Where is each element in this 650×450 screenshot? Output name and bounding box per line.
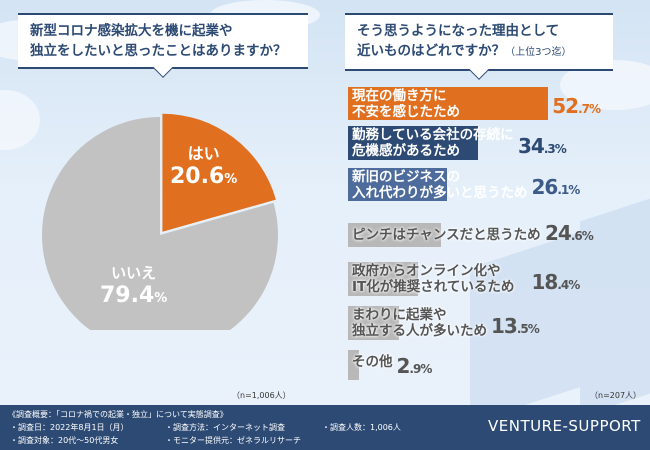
left-sample-note: （n=1,006人）	[232, 391, 291, 400]
pie-value-yes: 20.6	[170, 164, 225, 189]
bar-label-line: 新旧のビジネスの	[352, 169, 460, 185]
bar-value: 13.5%	[491, 314, 540, 338]
bar-label-line: IT化が推奨されているため	[352, 279, 515, 295]
pie-slice	[42, 117, 278, 330]
right-sample-note: （n=207人）	[590, 391, 642, 400]
bar-value: 34.3%	[518, 134, 567, 158]
footer-title: 《調査概要：「コロナ禍での起業・独立」について実態調査》	[8, 410, 228, 419]
bar-label-line: 危機感があるため	[352, 143, 460, 159]
footer-item: ・調査対象：20代～50代男女	[10, 436, 119, 445]
footer-item: ・調査人数：1,006人	[322, 423, 401, 432]
right-question-line1: そう思うようになった理由として	[357, 23, 560, 39]
bar-value: 18.4%	[531, 270, 581, 294]
bar-value: 2.9%	[396, 354, 433, 378]
bar-label-line: 勤務している会社の存続に	[352, 127, 514, 143]
bar-label: その他	[352, 354, 393, 370]
bar-label: 現在の働き方に 不安を感じたため	[352, 88, 460, 120]
bar-value: 26.1%	[531, 175, 581, 199]
pie-value-no: 79.4	[100, 283, 155, 308]
pie-unit: %	[224, 172, 238, 187]
right-question-line2: 近いものはどれですか？	[357, 43, 506, 59]
bar	[348, 223, 442, 247]
footer-item: ・モニター提供元：ゼネラルリサーチ	[165, 436, 301, 445]
bar-label: 政府からオンライン化や IT化が推奨されているため	[352, 263, 514, 295]
pie-chart	[42, 113, 278, 330]
brand-logo: VENTURE-SUPPORT	[488, 417, 641, 435]
right-question-suffix: （上位3つ迄）	[505, 47, 572, 58]
pie-slice	[162, 113, 276, 232]
footer-item: ・調査日：2022年8月1日（月）	[10, 423, 129, 432]
bar-value: 52.7%	[552, 94, 601, 118]
bar	[348, 87, 549, 120]
bar-label: まわりに起業や 独立する人が多いため	[352, 307, 487, 339]
bar-label-line: その他	[352, 354, 393, 370]
bar-label: 新旧のビジネスの 入れ代わりが多いと思うため	[352, 169, 528, 201]
left-question-box: 新型コロナ感染拡大を機に起業や 独立をしたいと思ったことはありますか？	[18, 13, 308, 78]
left-question-line2: 独立をしたいと思ったことはありますか？	[30, 43, 287, 59]
footer-item: ・調査方法：インターネット調査	[165, 423, 285, 432]
bar-label-line: 不安を感じたため	[352, 104, 460, 120]
bar	[348, 262, 418, 296]
bar	[348, 350, 360, 380]
bar	[348, 306, 400, 340]
left-question-line1: 新型コロナ感染拡大を機に起業や	[30, 23, 233, 39]
chevron-down-icon	[469, 60, 489, 80]
bar-label-line: 現在の働き方に	[352, 88, 447, 104]
bar-label-line: まわりに起業や	[352, 307, 447, 323]
footer: 《調査概要：「コロナ禍での起業・独立」について実態調査》 ・調査日：2022年8…	[0, 405, 650, 450]
pie-label-yes-text: はい	[187, 144, 220, 163]
right-question-box: そう思うようになった理由として 近いものはどれですか？（上位3つ迄）	[345, 13, 613, 80]
bar-label: 勤務している会社の存続に 危機感があるため	[352, 127, 514, 159]
bar-label-line: 政府からオンライン化や	[352, 263, 501, 279]
bar-label-line: 入れ代わりが多いと思うため	[352, 185, 528, 201]
bar-label-line: ピンチはチャンスだと思うため	[352, 227, 541, 243]
bar	[348, 168, 448, 201]
bar-label: ピンチはチャンスだと思うため	[352, 227, 541, 243]
pie-unit: %	[154, 291, 168, 306]
bar-value: 24.6%	[545, 221, 594, 245]
pie-label-yes: はい 20.6%	[170, 140, 237, 189]
bar	[348, 126, 479, 160]
pie-label-no-text: いいえ	[111, 264, 157, 282]
bar-label-line: 独立する人が多いため	[352, 323, 487, 339]
pie-label-no: いいえ 79.4%	[100, 262, 167, 308]
